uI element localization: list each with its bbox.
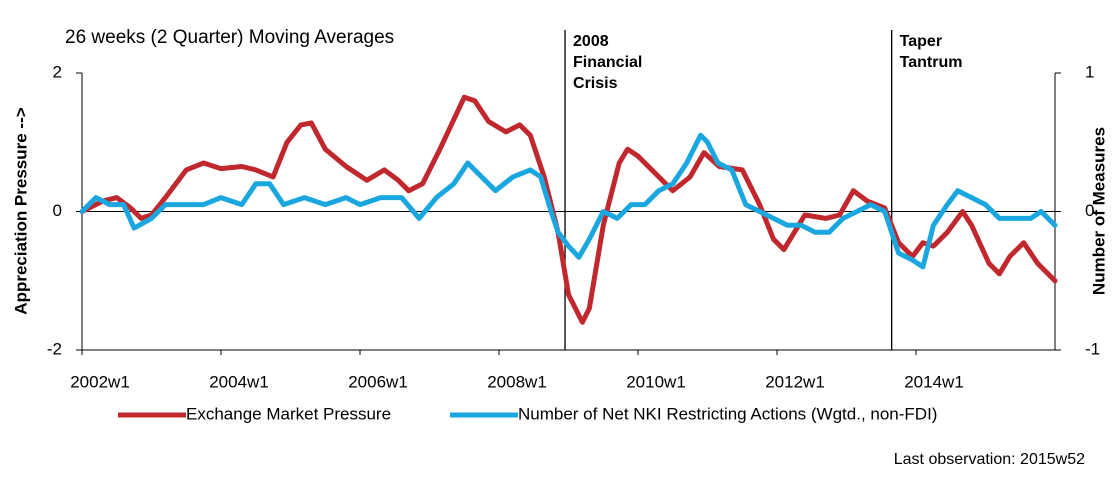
chart-title: 26 weeks (2 Quarter) Moving Averages (65, 27, 394, 48)
y2-tick-label: 1 (1085, 62, 1094, 81)
x-tick-label: 2012w1 (765, 372, 825, 391)
x-tick-label: 2002w1 (70, 372, 130, 391)
y-tick-label: 0 (53, 201, 62, 220)
y-axis-title: Appreciation Pressure --> (11, 107, 30, 314)
y2-axis-title: Number of Measures (1089, 127, 1108, 295)
event-label: 2008 (573, 33, 609, 50)
y-tick-label: -2 (47, 339, 62, 358)
series-line (79, 132, 1058, 270)
x-tick-label: 2004w1 (209, 372, 269, 391)
y2-tick-label: -1 (1085, 339, 1100, 358)
y-tick-label: 2 (53, 62, 62, 81)
event-label: Taper (900, 33, 942, 50)
x-tick-label: 2008w1 (487, 372, 547, 391)
x-tick-label: 2014w1 (904, 372, 964, 391)
y2-tick-label: 0 (1085, 201, 1094, 220)
event-label: Crisis (573, 75, 618, 92)
x-tick-label: 2010w1 (626, 372, 686, 391)
footnote: Last observation: 2015w52 (894, 451, 1085, 468)
legend-label: Exchange Market Pressure (186, 404, 391, 423)
series-line (79, 94, 1058, 325)
x-tick-label: 2006w1 (348, 372, 408, 391)
event-label: Tantrum (900, 54, 963, 71)
event-label: Financial (573, 54, 642, 71)
legend-label: Number of Net NKI Restricting Actions (W… (518, 404, 937, 423)
